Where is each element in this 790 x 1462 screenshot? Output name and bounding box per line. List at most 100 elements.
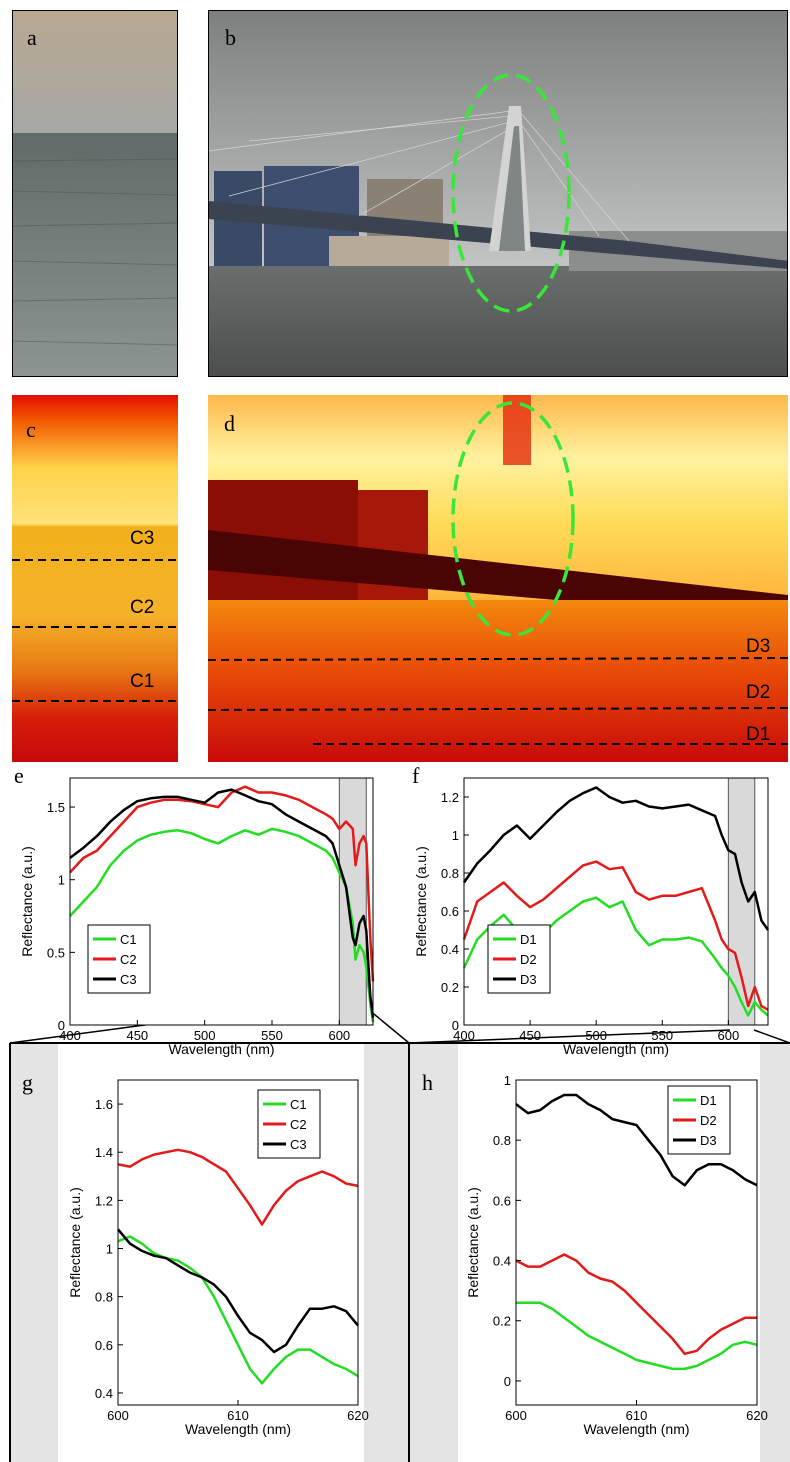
heatmap-c: C3 C2 C1 — [12, 395, 178, 762]
heatmap-panel-c: C3 C2 C1 c — [12, 395, 178, 762]
ytick-label-h: 0.6 — [493, 1193, 511, 1208]
panel-label-c: c — [26, 417, 36, 442]
zoom-region-f — [727, 777, 756, 1026]
chart-e: 400 450 500 550 600 0 0.5 1 1.5 Wavelength (nm) Re… — [19, 777, 375, 1057]
legend-label-h-d3: D3 — [700, 1133, 717, 1148]
zoom-region-e — [338, 777, 367, 1026]
ytick-label-f: 0.6 — [441, 904, 459, 919]
xtick-label-g: 620 — [347, 1408, 369, 1423]
ylabel-f: Reflectance (a.u.) — [413, 846, 429, 957]
xtick-label-e: 550 — [261, 1028, 283, 1043]
ytick-label-g: 0.4 — [95, 1386, 113, 1401]
panel-label-f: f — [412, 763, 420, 788]
chart-f: 400 450 500 550 600 0 0.2 0.4 0.6 0.8 1 1.2 Waveleng… — [413, 777, 770, 1057]
series-e-c3 — [69, 788, 375, 1018]
xtick-label-f: 400 — [453, 1028, 475, 1043]
legend-label-f-d1: D1 — [520, 932, 537, 947]
series-h-d2 — [515, 1253, 757, 1356]
legend-label-e-c1: C1 — [120, 932, 137, 947]
heatmap-d: D3 D2 D1 — [208, 395, 788, 762]
ytick-label-g: 1.4 — [95, 1145, 113, 1160]
ytick-label-g: 1.2 — [95, 1193, 113, 1208]
ytick-label-g: 1.6 — [95, 1097, 113, 1112]
panel-label-d: d — [224, 411, 235, 436]
ytick-label-g: 1 — [106, 1242, 113, 1257]
line-label-c3: C3 — [130, 528, 154, 549]
series-g-c2 — [117, 1148, 359, 1226]
ytick-label-f: 1 — [452, 828, 459, 843]
xlabel-g: Wavelength (nm) — [185, 1421, 291, 1437]
legend-label-h-d2: D2 — [700, 1113, 717, 1128]
ytick-label-e: 1 — [58, 873, 65, 888]
line-label-d1: D1 — [746, 724, 770, 745]
ylabel-g: Reflectance (a.u.) — [67, 1187, 83, 1298]
xtick-label-e: 600 — [328, 1028, 350, 1043]
line-label-c1: C1 — [130, 671, 154, 692]
ytick-label-f: 0 — [452, 1018, 459, 1033]
panel-label-b: b — [225, 25, 236, 50]
axes-frame-e — [69, 777, 374, 1026]
legend-label-h-d1: D1 — [700, 1093, 717, 1108]
ytick-label-f: 0.8 — [441, 866, 459, 881]
legend-label-g-c3: C3 — [290, 1137, 307, 1152]
ytick-label-g: 0.6 — [95, 1338, 113, 1353]
ytick-label-h: 1 — [504, 1073, 511, 1088]
bridge-photo — [209, 11, 787, 376]
xtick-label-f: 550 — [651, 1028, 673, 1043]
xlabel-h: Wavelength (nm) — [583, 1421, 689, 1437]
legend-label-g-c2: C2 — [290, 1117, 307, 1132]
xtick-label-h: 600 — [505, 1408, 527, 1423]
highlight-ellipse-d — [451, 401, 575, 637]
xtick-label-f: 600 — [717, 1028, 739, 1043]
series-g-c1 — [117, 1235, 359, 1385]
legend-label-g-c1: C1 — [290, 1097, 307, 1112]
panel-label-h: h — [422, 1070, 433, 1095]
xlabel-f: Wavelength (nm) — [563, 1041, 669, 1057]
ytick-label-g: 0.8 — [95, 1290, 113, 1305]
series-e-c1 — [69, 827, 375, 1023]
xtick-label-e: 400 — [59, 1028, 81, 1043]
series-h-d1 — [516, 1301, 758, 1371]
legend-label-f-d3: D3 — [520, 972, 537, 987]
zoom-connector-h-right — [753, 1029, 790, 1044]
xtick-label-f: 500 — [585, 1028, 607, 1043]
xtick-label-h: 620 — [746, 1408, 768, 1423]
legend-label-e-c3: C3 — [120, 972, 137, 987]
xlabel-e: Wavelength (nm) — [168, 1041, 274, 1057]
panel-label-e: e — [14, 763, 24, 788]
ytick-label-h: 0.8 — [493, 1133, 511, 1148]
series-e-c2 — [69, 785, 375, 982]
ylabel-e: Reflectance (a.u.) — [19, 846, 35, 957]
chart-g: 600 610 620 0.4 0.6 0.8 1 1.2 1.4 1.6 Wavelength (… — [67, 1079, 369, 1437]
ytick-label-h: 0.4 — [493, 1254, 511, 1269]
series-f-d3 — [462, 786, 770, 931]
xtick-label-g: 600 — [107, 1408, 129, 1423]
ylabel-h: Reflectance (a.u.) — [465, 1187, 481, 1298]
xtick-label-g: 610 — [227, 1408, 249, 1423]
photo-panel-a: a — [12, 10, 178, 377]
series-f-d2 — [462, 860, 769, 1011]
ytick-label-e: 1.5 — [47, 800, 65, 815]
ytick-label-e: 0.5 — [47, 945, 65, 960]
photo-panel-b: b — [208, 10, 788, 377]
xtick-label-e: 450 — [126, 1028, 148, 1043]
panel-label-g: g — [22, 1070, 33, 1095]
panel-label-a: a — [27, 25, 37, 50]
series-h-d3 — [515, 1093, 758, 1187]
line-label-d2: D2 — [746, 682, 770, 703]
xtick-label-f: 450 — [519, 1028, 541, 1043]
ytick-label-f: 1.2 — [441, 790, 459, 805]
ytick-label-h: 0 — [504, 1374, 511, 1389]
ytick-label-h: 0.2 — [493, 1314, 511, 1329]
line-label-d3: D3 — [746, 636, 770, 657]
ytick-label-e: 0 — [58, 1018, 65, 1033]
heatmap-panel-d: D3 D2 D1 d — [208, 395, 788, 762]
highlight-ellipse-b — [451, 73, 571, 313]
legend-label-e-c2: C2 — [120, 952, 137, 967]
axes-frame-f — [463, 777, 769, 1026]
chart-h: 600 610 620 0 0.2 0.4 0.6 0.8 1 Wavelength (nm) Re… — [465, 1073, 768, 1437]
xtick-label-h: 610 — [626, 1408, 648, 1423]
sea-photo — [13, 11, 177, 376]
line-label-c2: C2 — [130, 597, 154, 618]
